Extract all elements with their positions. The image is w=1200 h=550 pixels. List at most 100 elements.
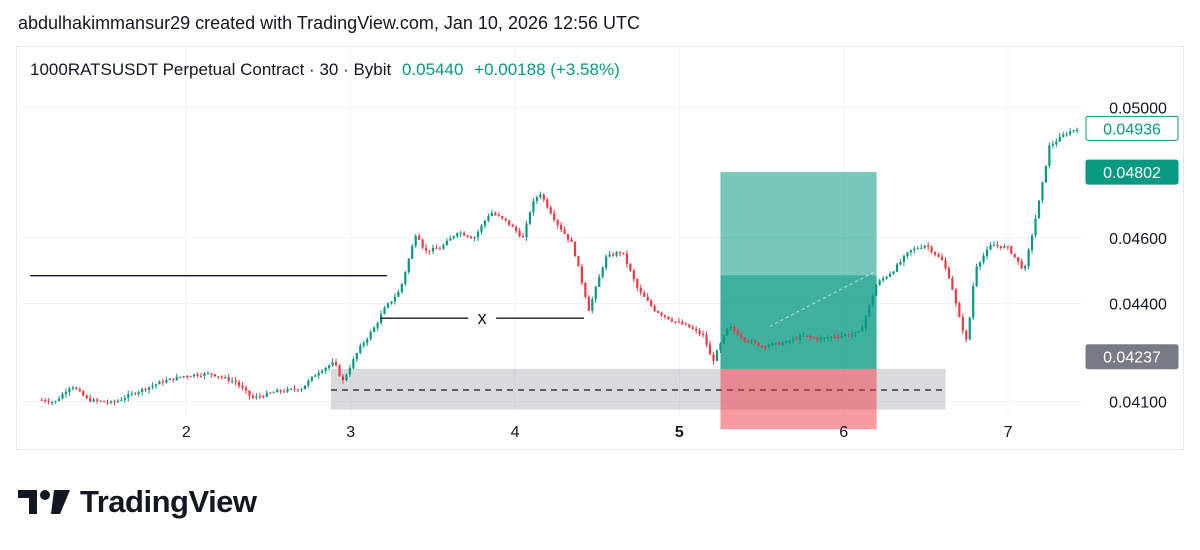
candle-body bbox=[826, 337, 829, 339]
candle-body bbox=[573, 241, 577, 256]
candle-body bbox=[674, 321, 677, 323]
candle-body bbox=[722, 335, 725, 344]
symbol-name: 1000RATSUSDT Perpetual Contract · 30 · B… bbox=[30, 60, 392, 79]
candle-body bbox=[1010, 246, 1013, 254]
symbol-legend[interactable]: 1000RATSUSDT Perpetual Contract · 30 · B… bbox=[30, 60, 620, 80]
candle-body bbox=[560, 224, 563, 230]
candle-body bbox=[154, 384, 158, 386]
candle-body bbox=[400, 283, 403, 292]
candle-body bbox=[1017, 257, 1020, 262]
candle-body bbox=[705, 334, 708, 345]
candle-body bbox=[656, 311, 660, 313]
candle-body bbox=[521, 236, 525, 238]
candle-body bbox=[840, 335, 843, 338]
stop-zone bbox=[720, 368, 877, 430]
candle-body bbox=[386, 303, 390, 308]
candle-body bbox=[414, 235, 417, 247]
candle-body bbox=[511, 224, 514, 227]
candle-body bbox=[663, 315, 667, 317]
candle-body bbox=[691, 327, 694, 329]
candle-body bbox=[213, 374, 216, 377]
candle-body bbox=[587, 296, 590, 311]
y-axis-tick-label: 0.04600 bbox=[1109, 231, 1167, 248]
candle-body bbox=[643, 292, 646, 297]
candle-body bbox=[549, 207, 552, 214]
candle-body bbox=[916, 248, 919, 250]
candle-body bbox=[965, 330, 968, 340]
last-price: 0.05440 bbox=[401, 60, 464, 79]
candle-body bbox=[237, 381, 241, 386]
candle-body bbox=[151, 385, 154, 388]
candle-body bbox=[933, 251, 937, 255]
candle-body bbox=[189, 376, 192, 378]
candle-body bbox=[251, 395, 255, 398]
candle-body bbox=[944, 260, 947, 269]
candle-body bbox=[141, 388, 144, 392]
y-axis-tick-label: 0.04100 bbox=[1109, 394, 1167, 411]
candle-body bbox=[262, 396, 265, 398]
candle-body bbox=[740, 334, 743, 338]
candle-body bbox=[68, 388, 71, 393]
candle-body bbox=[781, 342, 784, 345]
candle-body bbox=[913, 248, 916, 251]
price-change: +0.00188 (+3.58%) bbox=[474, 60, 620, 79]
chart-pane[interactable] bbox=[16, 46, 1184, 450]
candle-body bbox=[937, 254, 940, 257]
candle-body bbox=[837, 336, 840, 338]
candle-body bbox=[1024, 266, 1027, 269]
candle-body bbox=[947, 268, 951, 279]
candle-body bbox=[390, 301, 393, 304]
candle-body bbox=[501, 216, 504, 219]
candle-body bbox=[265, 392, 268, 397]
candle-body bbox=[1030, 235, 1034, 250]
candle-body bbox=[366, 338, 369, 343]
candle-body bbox=[906, 252, 909, 257]
candle-body bbox=[373, 327, 376, 333]
candle-body bbox=[895, 264, 899, 272]
candle-body bbox=[393, 296, 397, 302]
candle-body bbox=[362, 342, 365, 346]
candle-body bbox=[120, 399, 123, 401]
candle-body bbox=[497, 214, 500, 217]
price-tag-label: 0.04237 bbox=[1103, 350, 1161, 367]
candle-body bbox=[629, 263, 632, 271]
candle-body bbox=[435, 247, 438, 249]
candle-body bbox=[355, 353, 358, 360]
candle-body bbox=[106, 402, 109, 404]
candle-body bbox=[985, 249, 989, 256]
candle-body bbox=[833, 336, 836, 338]
candle-body bbox=[999, 245, 1002, 248]
candle-body bbox=[774, 342, 777, 344]
candle-body bbox=[954, 289, 957, 304]
candle-body bbox=[764, 346, 767, 348]
candle-body bbox=[525, 223, 528, 238]
candle-body bbox=[179, 376, 182, 378]
drawing-lines[interactable]: x bbox=[30, 274, 585, 328]
candle-body bbox=[206, 373, 210, 375]
candle-body bbox=[681, 321, 684, 325]
candle-body bbox=[352, 359, 355, 369]
candle-body bbox=[224, 377, 227, 379]
candle-body bbox=[792, 339, 795, 342]
candle-body bbox=[404, 271, 407, 284]
candle-body bbox=[802, 335, 805, 337]
candle-body bbox=[473, 237, 476, 239]
candle-body bbox=[542, 194, 545, 200]
candle-body bbox=[785, 341, 788, 343]
candle-body bbox=[144, 388, 147, 390]
candle-body bbox=[909, 250, 912, 253]
candle-body bbox=[580, 266, 584, 283]
candle-body bbox=[487, 215, 490, 221]
candle-body bbox=[961, 317, 964, 331]
candle-body bbox=[847, 334, 850, 336]
candle-body bbox=[632, 270, 635, 280]
candle-body bbox=[334, 361, 338, 366]
candle-body bbox=[192, 374, 196, 377]
tradingview-brand[interactable]: TradingView bbox=[18, 484, 257, 520]
candle-body bbox=[577, 255, 580, 267]
tradingview-logo-icon bbox=[18, 490, 70, 514]
price-tag-box bbox=[1085, 115, 1179, 141]
candle-body bbox=[1058, 136, 1061, 142]
candle-body bbox=[1055, 141, 1058, 145]
price-chart[interactable]: x 2 3 4 5 6 7 0.05000 0.04600 0.04400 0.04100 0.04… bbox=[0, 0, 1200, 460]
